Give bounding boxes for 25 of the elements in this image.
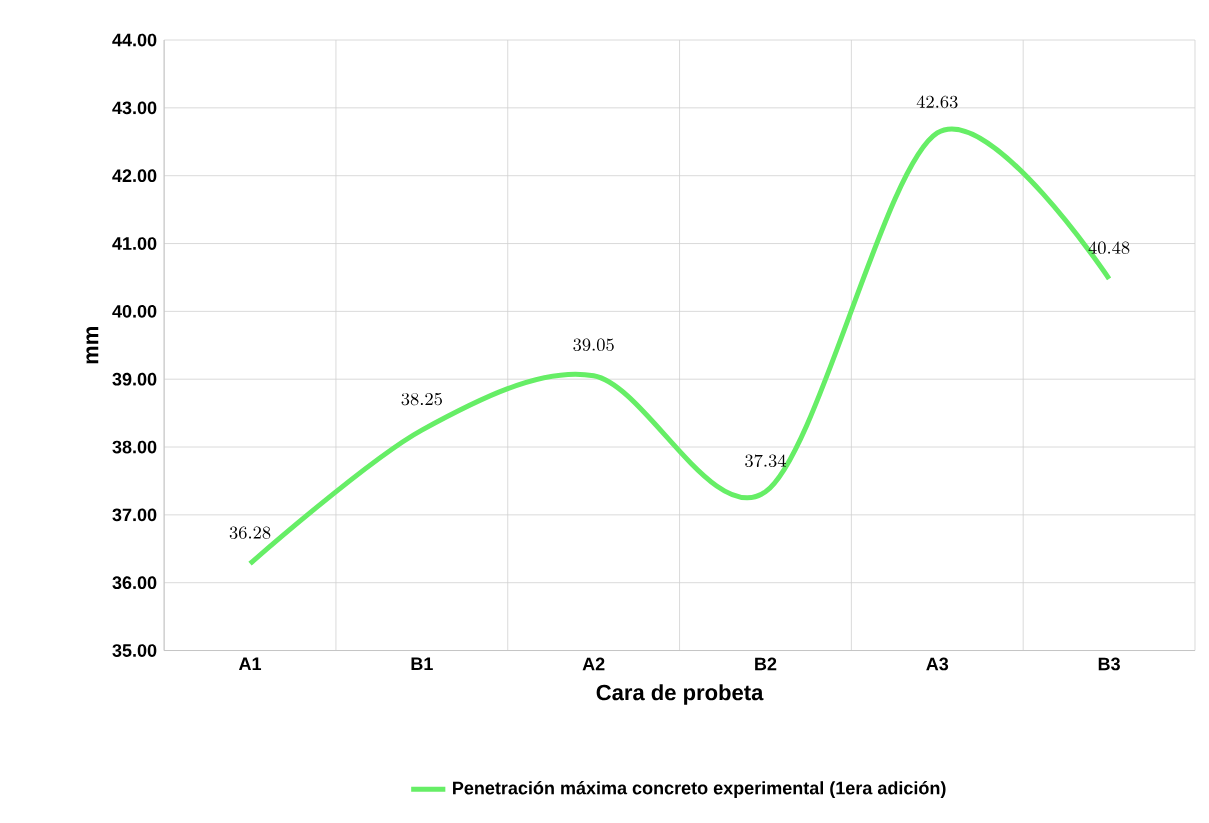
x-tick-label: B3 [1098,657,1120,671]
data-label: 39.05 [573,338,614,352]
x-tick-label: A1 [238,657,262,671]
data-label: 37.34 [745,454,787,468]
data-label: 36.28 [229,526,271,540]
y-tick-label: 37.00 [112,508,157,522]
x-tick-label: B1 [411,657,433,671]
y-tick-label: 35.00 [112,644,157,658]
x-tick-label: A2 [582,657,605,671]
y-tick-label: 40.00 [112,305,157,318]
data-label: 40.48 [1088,241,1130,255]
x-tick-label: B2 [755,657,777,671]
y-tick-label: 36.00 [112,576,157,590]
y-tick-label: 41.00 [112,237,157,251]
y-tick-label: 38.00 [112,440,157,454]
y-tick-label: 39.00 [112,372,157,386]
x-tick-label: A3 [926,657,949,671]
data-label: 42.63 [916,95,958,109]
y-tick-label: 44.00 [112,33,157,47]
y-tick-label: 42.00 [112,169,157,183]
legend-label: Penetración máxima concreto experimental (1era adición) [453,781,946,799]
y-axis-title: mm [86,327,99,364]
data-label: 38.25 [401,393,442,406]
x-axis-title: Cara de probeta [596,684,764,705]
y-tick-label: 43.00 [112,101,157,115]
